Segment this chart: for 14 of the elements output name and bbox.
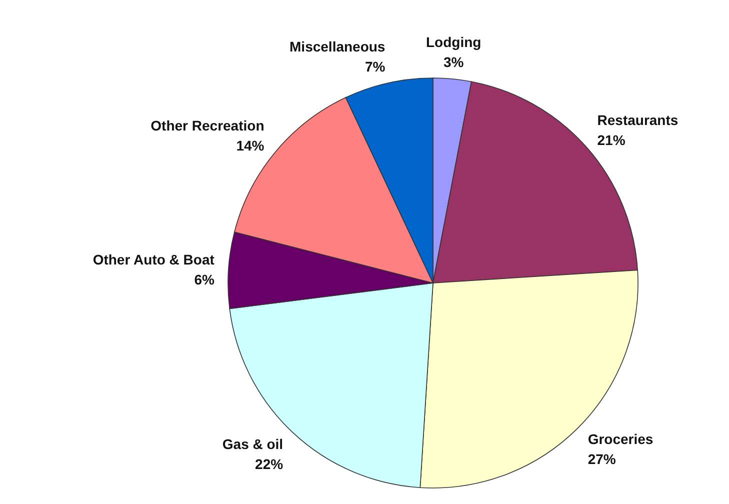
slice-label: Other Recreation: [150, 117, 264, 134]
slice-label: Other Auto & Boat: [92, 251, 215, 268]
slice-label: Groceries: [588, 430, 654, 447]
data-label: 27%: [588, 450, 616, 467]
slice-label: Miscellaneous: [290, 38, 386, 55]
data-label: 3%: [443, 54, 464, 70]
data-label: 7%: [364, 58, 386, 75]
data-label: 14%: [236, 137, 265, 154]
slice-label: Lodging: [426, 34, 482, 50]
data-label: 6%: [194, 271, 215, 288]
slice-label: Gas & oil: [222, 436, 284, 452]
slice-label: Restaurants: [597, 112, 678, 128]
data-label: 22%: [255, 456, 284, 472]
data-label: 21%: [597, 132, 626, 148]
